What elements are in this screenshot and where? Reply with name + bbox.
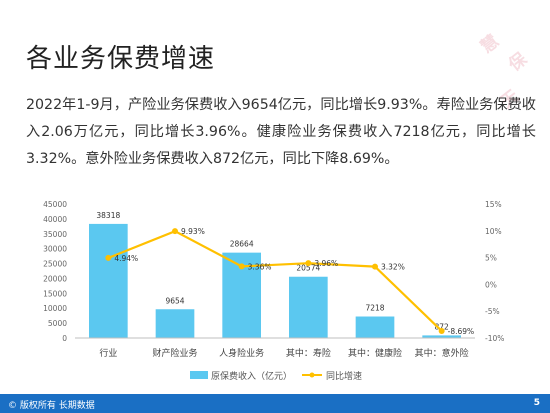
y-left-tick-label: 35000 xyxy=(43,230,67,239)
y-right-tick-label: 0% xyxy=(485,280,497,289)
line-point xyxy=(238,263,245,270)
line-data-label: 9.93% xyxy=(181,227,205,236)
bar xyxy=(289,276,328,338)
x-tick-label: 其中：寿险 xyxy=(286,347,331,359)
footer-bar: © 版权所有 长期数据 5 xyxy=(0,394,550,413)
copyright-text: © 版权所有 长期数据 xyxy=(8,401,95,411)
line-data-label: 3.32% xyxy=(381,263,405,272)
y-right-tick-label: -5% xyxy=(485,307,500,316)
legend-line-label: 同比增速 xyxy=(326,370,362,382)
watermark: 慧 xyxy=(477,31,503,58)
x-tick-label: 财产险业务 xyxy=(152,347,197,359)
page-number: 5 xyxy=(533,398,540,408)
y-left-tick-label: 20000 xyxy=(43,274,67,283)
x-tick-label: 其中：意外险 xyxy=(415,347,469,359)
bar-data-label: 872 xyxy=(435,322,450,331)
legend-bar-label: 原保费收入（亿元） xyxy=(211,370,292,382)
summary-text: 2022年1-9月，产险业务保费收入9654亿元，同比增长9.93%。寿险业务保… xyxy=(26,97,536,167)
bar xyxy=(422,335,461,338)
axis-layer: 0 5000 10000 15000 20000 25000 30000 35000 40000… xyxy=(43,200,504,359)
line-point xyxy=(372,263,378,270)
y-right-tick-label: 15% xyxy=(485,200,502,209)
bar xyxy=(89,223,128,338)
bar-data-label: 38318 xyxy=(96,211,120,220)
y-left-tick-label: 10000 xyxy=(43,304,67,313)
y-left-tick-label: 0 xyxy=(62,334,67,343)
bar xyxy=(155,309,195,338)
line-point xyxy=(105,254,112,261)
line-data-label: -8.69% xyxy=(448,327,475,336)
x-tick-label: 人身险业务 xyxy=(219,347,264,359)
line-data-label: 3.36% xyxy=(248,262,272,271)
y-right-tick-label: 5% xyxy=(485,254,497,263)
legend: 原保费收入（亿元） 同比增速 xyxy=(190,370,362,382)
bar-data-label: 9654 xyxy=(165,296,184,305)
x-tick-label: 其中：健康险 xyxy=(348,347,402,359)
y-left-tick-label: 45000 xyxy=(43,200,67,209)
y-right-tick-label: 10% xyxy=(485,227,502,236)
bar-data-label: 7218 xyxy=(365,304,384,313)
bar-data-label: 20574 xyxy=(296,264,320,273)
line-layer: 4.94% 9.93% 3.36% 3.96% 3.32% -8.69% xyxy=(105,227,474,336)
y-right-tick-label: -10% xyxy=(485,334,504,343)
bar xyxy=(355,316,395,338)
legend-bar-swatch xyxy=(190,371,208,379)
line-point xyxy=(438,327,445,334)
line-point xyxy=(305,260,312,267)
y-left-tick-label: 40000 xyxy=(43,215,67,224)
line-data-label: 3.96% xyxy=(314,259,338,268)
y-left-tick-label: 5000 xyxy=(48,319,67,328)
y-left-tick-label: 25000 xyxy=(43,260,67,269)
legend-line-marker xyxy=(309,372,315,378)
page-title: 各业务保费增速 xyxy=(26,44,216,74)
x-tick-label: 行业 xyxy=(99,347,117,359)
line-point xyxy=(172,228,178,235)
y-left-tick-label: 15000 xyxy=(43,289,67,298)
line-data-label: 4.94% xyxy=(114,254,138,263)
y-left-tick-label: 30000 xyxy=(43,245,67,254)
watermark: 保 xyxy=(505,49,531,76)
growth-line xyxy=(107,229,443,332)
premium-growth-chart: 38318 9654 28664 20574 7218 872 4.94% 9.93% 3.3… xyxy=(43,200,504,382)
bar-data-label: 28664 xyxy=(230,240,254,249)
bars-layer: 38318 9654 28664 20574 7218 872 xyxy=(89,211,461,338)
